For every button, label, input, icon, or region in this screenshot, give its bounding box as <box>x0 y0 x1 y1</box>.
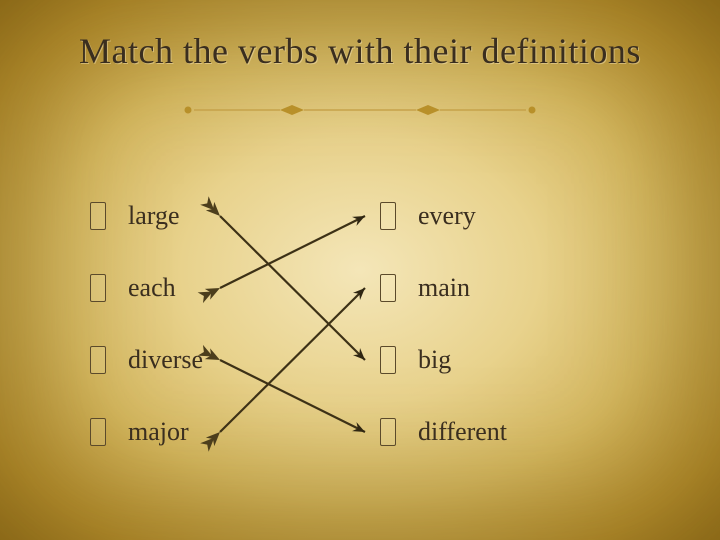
list-item: large <box>90 180 310 252</box>
word-label: different <box>418 417 507 447</box>
word-label: major <box>128 417 189 447</box>
right-column: every main big different <box>380 180 600 468</box>
bullet-icon <box>380 202 396 230</box>
word-label: big <box>418 345 451 375</box>
page-title: Match the verbs with their definitions <box>0 30 720 72</box>
bullet-icon <box>380 274 396 302</box>
title-divider <box>180 102 540 118</box>
bullet-icon <box>90 274 106 302</box>
matching-columns: large each diverse major every main <box>90 180 630 480</box>
left-column: large each diverse major <box>90 180 310 468</box>
word-label: each <box>128 273 176 303</box>
list-item: different <box>380 396 600 468</box>
bullet-icon <box>380 418 396 446</box>
list-item: diverse <box>90 324 310 396</box>
list-item: big <box>380 324 600 396</box>
word-label: every <box>418 201 476 231</box>
list-item: each <box>90 252 310 324</box>
list-item: major <box>90 396 310 468</box>
bullet-icon <box>380 346 396 374</box>
slide: Match the verbs with their definitions l… <box>0 0 720 540</box>
word-label: diverse <box>128 345 203 375</box>
list-item: main <box>380 252 600 324</box>
list-item: every <box>380 180 600 252</box>
word-label: main <box>418 273 470 303</box>
bullet-icon <box>90 202 106 230</box>
word-label: large <box>128 201 180 231</box>
bullet-icon <box>90 346 106 374</box>
bullet-icon <box>90 418 106 446</box>
